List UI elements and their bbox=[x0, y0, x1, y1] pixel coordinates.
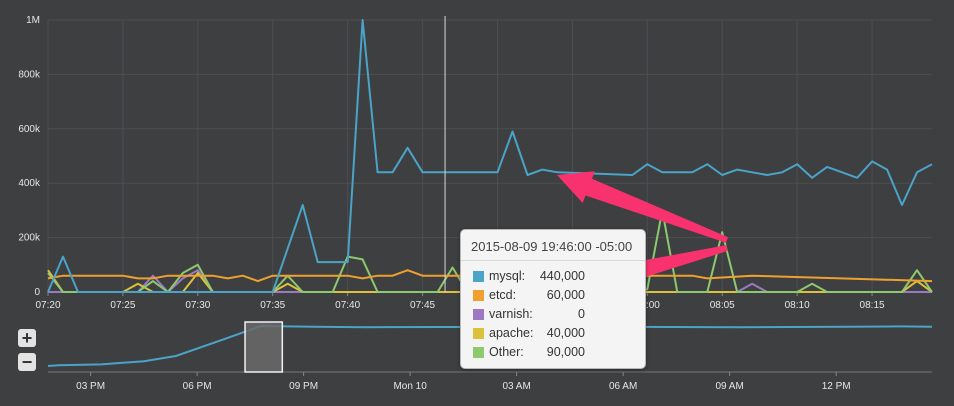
navigator-series-line bbox=[47, 324, 933, 367]
navigator-tick-label: 03 AM bbox=[502, 381, 530, 392]
zoom-out-button[interactable]: − bbox=[18, 353, 36, 371]
series-value: 0 bbox=[578, 307, 585, 321]
y-tick-label: 0 bbox=[34, 287, 40, 298]
x-tick-label: 07:20 bbox=[35, 300, 60, 311]
navigator-tick-label: 06 AM bbox=[609, 381, 637, 392]
navigator-tick-label: 09 AM bbox=[715, 381, 743, 392]
series-name: apache: bbox=[489, 326, 534, 340]
legend-swatch bbox=[473, 347, 484, 358]
zoom-in-button[interactable]: + bbox=[18, 329, 36, 347]
x-tick-label: 07:45 bbox=[410, 300, 435, 311]
series-line-varnish bbox=[48, 269, 932, 293]
x-tick-label: 08:15 bbox=[860, 300, 885, 311]
series-value: 40,000 bbox=[546, 326, 585, 340]
y-tick-label: 1M bbox=[26, 15, 40, 26]
tooltip-row-apache: apache: 40,000 bbox=[473, 325, 633, 343]
x-tick-label: 08:10 bbox=[785, 300, 810, 311]
navigator-tick-label: 09 PM bbox=[289, 381, 318, 392]
legend-swatch bbox=[473, 271, 484, 282]
tooltip: 2015-08-09 19:46:00 -05:00 mysql: 440,00… bbox=[460, 229, 646, 369]
legend-swatch bbox=[473, 309, 484, 320]
legend-swatch bbox=[473, 328, 484, 339]
series-name: Other: bbox=[489, 345, 524, 359]
tooltip-title: 2015-08-09 19:46:00 -05:00 bbox=[471, 239, 633, 254]
x-tick-label: 07:25 bbox=[110, 300, 135, 311]
series-value: 60,000 bbox=[546, 288, 585, 302]
y-tick-label: 400k bbox=[18, 178, 41, 189]
x-tick-label: 07:35 bbox=[260, 300, 285, 311]
series-value: 90,000 bbox=[546, 345, 585, 359]
navigator-tick-label: 12 PM bbox=[822, 381, 851, 392]
series-name: etcd: bbox=[489, 288, 517, 302]
navigator-tick-label: 06 PM bbox=[183, 381, 212, 392]
y-tick-label: 800k bbox=[18, 69, 41, 80]
x-tick-label: 07:30 bbox=[185, 300, 210, 311]
tooltip-row-mysql: mysql: 440,000 bbox=[473, 268, 633, 286]
legend-swatch bbox=[473, 290, 484, 301]
tooltip-row-varnish: varnish: 0 bbox=[473, 306, 633, 324]
x-tick-label: 08:05 bbox=[710, 300, 735, 311]
annotation-arrow-upper bbox=[557, 171, 729, 243]
series-name: varnish: bbox=[489, 307, 533, 321]
x-tick-label: 08:00 bbox=[635, 300, 660, 311]
series-line-mysql bbox=[47, 19, 933, 293]
navigator-tick-label: Mon 10 bbox=[393, 381, 427, 392]
navigator-selection-brush[interactable] bbox=[244, 321, 284, 373]
series-value: 440,000 bbox=[539, 269, 585, 283]
x-tick-label: 07:40 bbox=[335, 300, 360, 311]
navigator-tick-label: 03 PM bbox=[76, 381, 105, 392]
tooltip-divider bbox=[461, 260, 645, 261]
tooltip-row-other: Other: 90,000 bbox=[473, 344, 633, 362]
y-tick-label: 600k bbox=[18, 124, 41, 135]
series-name: mysql: bbox=[489, 269, 526, 283]
tooltip-row-etcd: etcd: 60,000 bbox=[473, 287, 633, 305]
y-tick-label: 200k bbox=[18, 233, 41, 244]
